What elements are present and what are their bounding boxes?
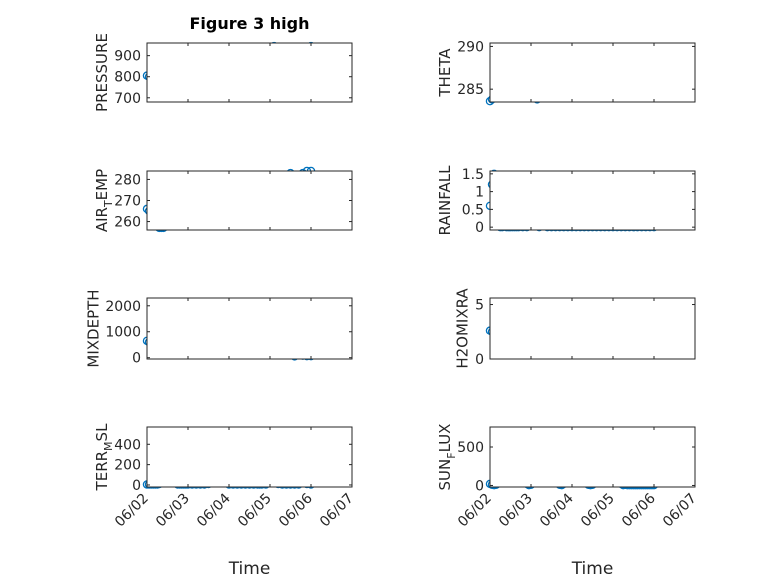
- y-axis-label: THETA: [436, 48, 454, 98]
- x-axis-label: Time: [571, 559, 614, 579]
- x-tick-label: 06/03: [153, 491, 193, 531]
- x-tick-label: 06/02: [455, 491, 495, 531]
- y-axis-label-rest: SL: [93, 423, 111, 442]
- y-tick-label: 0: [132, 478, 141, 494]
- y-tick-label: 1.5: [462, 167, 484, 183]
- x-tick-label: 06/04: [194, 490, 234, 530]
- axis-box: [146, 426, 353, 488]
- y-tick-label: 500: [457, 440, 484, 456]
- x-tick-label: 06/03: [496, 491, 536, 531]
- y-tick-label: 700: [114, 91, 141, 107]
- y-tick-label: 800: [114, 70, 141, 86]
- x-tick-label: 06/06: [619, 490, 659, 530]
- y-tick-label: 280: [114, 172, 141, 188]
- axis-box: [146, 42, 353, 103]
- y-axis-label-rest: LUX: [436, 424, 454, 453]
- y-axis-label-rest: EMP: [93, 169, 111, 200]
- y-axis-label: SUNFLUX: [436, 424, 458, 491]
- y-tick-label: 900: [114, 49, 141, 65]
- axis-box: [489, 426, 696, 488]
- y-tick-label: 200: [114, 458, 141, 474]
- y-axis-label-subscript: F: [445, 452, 458, 458]
- x-tick-label: 06/04: [537, 490, 577, 530]
- y-axis-label-subscript: M: [102, 441, 115, 451]
- axis-box: [146, 297, 353, 360]
- axis-box: [489, 297, 696, 360]
- y-axis-label-subscript: T: [102, 200, 115, 208]
- subplot-sun: 0 500 06/02 06/03 06/04 06/05 06/06 06/07 Time SU…: [436, 424, 700, 579]
- y-tick-label: 290: [457, 39, 484, 55]
- y-axis-label: AIRTEMP: [93, 169, 115, 232]
- y-axis-label-main: AIR: [93, 207, 111, 232]
- y-tick-label: 0: [475, 220, 484, 236]
- y-tick-label: 1000: [105, 325, 141, 341]
- x-tick-label: 06/02: [112, 491, 152, 531]
- y-axis-label: RAINFALL: [436, 165, 454, 236]
- y-tick-label: 260: [114, 215, 141, 231]
- subplot-rainfall: 0 0.51 1.5 RAINFALL: [436, 165, 696, 236]
- y-axis-label: TERRMSL: [93, 423, 115, 492]
- axis-box: [146, 170, 353, 231]
- x-tick-label: 06/07: [660, 491, 700, 531]
- y-axis-label-main: SUN: [436, 459, 454, 491]
- x-tick-label: 06/05: [578, 491, 618, 531]
- y-axis-label: MIXDEPTH: [85, 289, 103, 367]
- x-tick-label: 06/07: [317, 491, 357, 531]
- axis-box: [489, 170, 696, 231]
- y-axis-label: H2OMIXRA: [453, 288, 471, 369]
- x-tick-label: 06/06: [276, 490, 316, 530]
- y-tick-label: 400: [114, 437, 141, 453]
- y-tick-label: 0: [132, 351, 141, 367]
- y-tick-label: 0: [475, 352, 484, 368]
- y-tick-label: 0.5: [462, 202, 484, 218]
- x-tick-label: 06/05: [235, 491, 275, 531]
- subplot-terr: 0 200 400 06/02 06/03 06/04 06/05 06/06 06/07 Tim…: [93, 423, 357, 579]
- x-axis-label: Time: [228, 559, 271, 579]
- y-axis-label-main: TERR: [93, 451, 111, 492]
- y-tick-label: 5: [475, 298, 484, 314]
- y-tick-label: 0: [475, 478, 484, 494]
- figure-title: Figure 3 high: [190, 14, 310, 33]
- y-tick-label: 2000: [105, 299, 141, 315]
- y-axis-label: PRESSURE: [93, 33, 111, 112]
- axis-box: [489, 42, 696, 103]
- y-tick-label: 1: [475, 185, 484, 201]
- y-tick-label: 285: [457, 82, 484, 98]
- y-tick-label: 270: [114, 194, 141, 210]
